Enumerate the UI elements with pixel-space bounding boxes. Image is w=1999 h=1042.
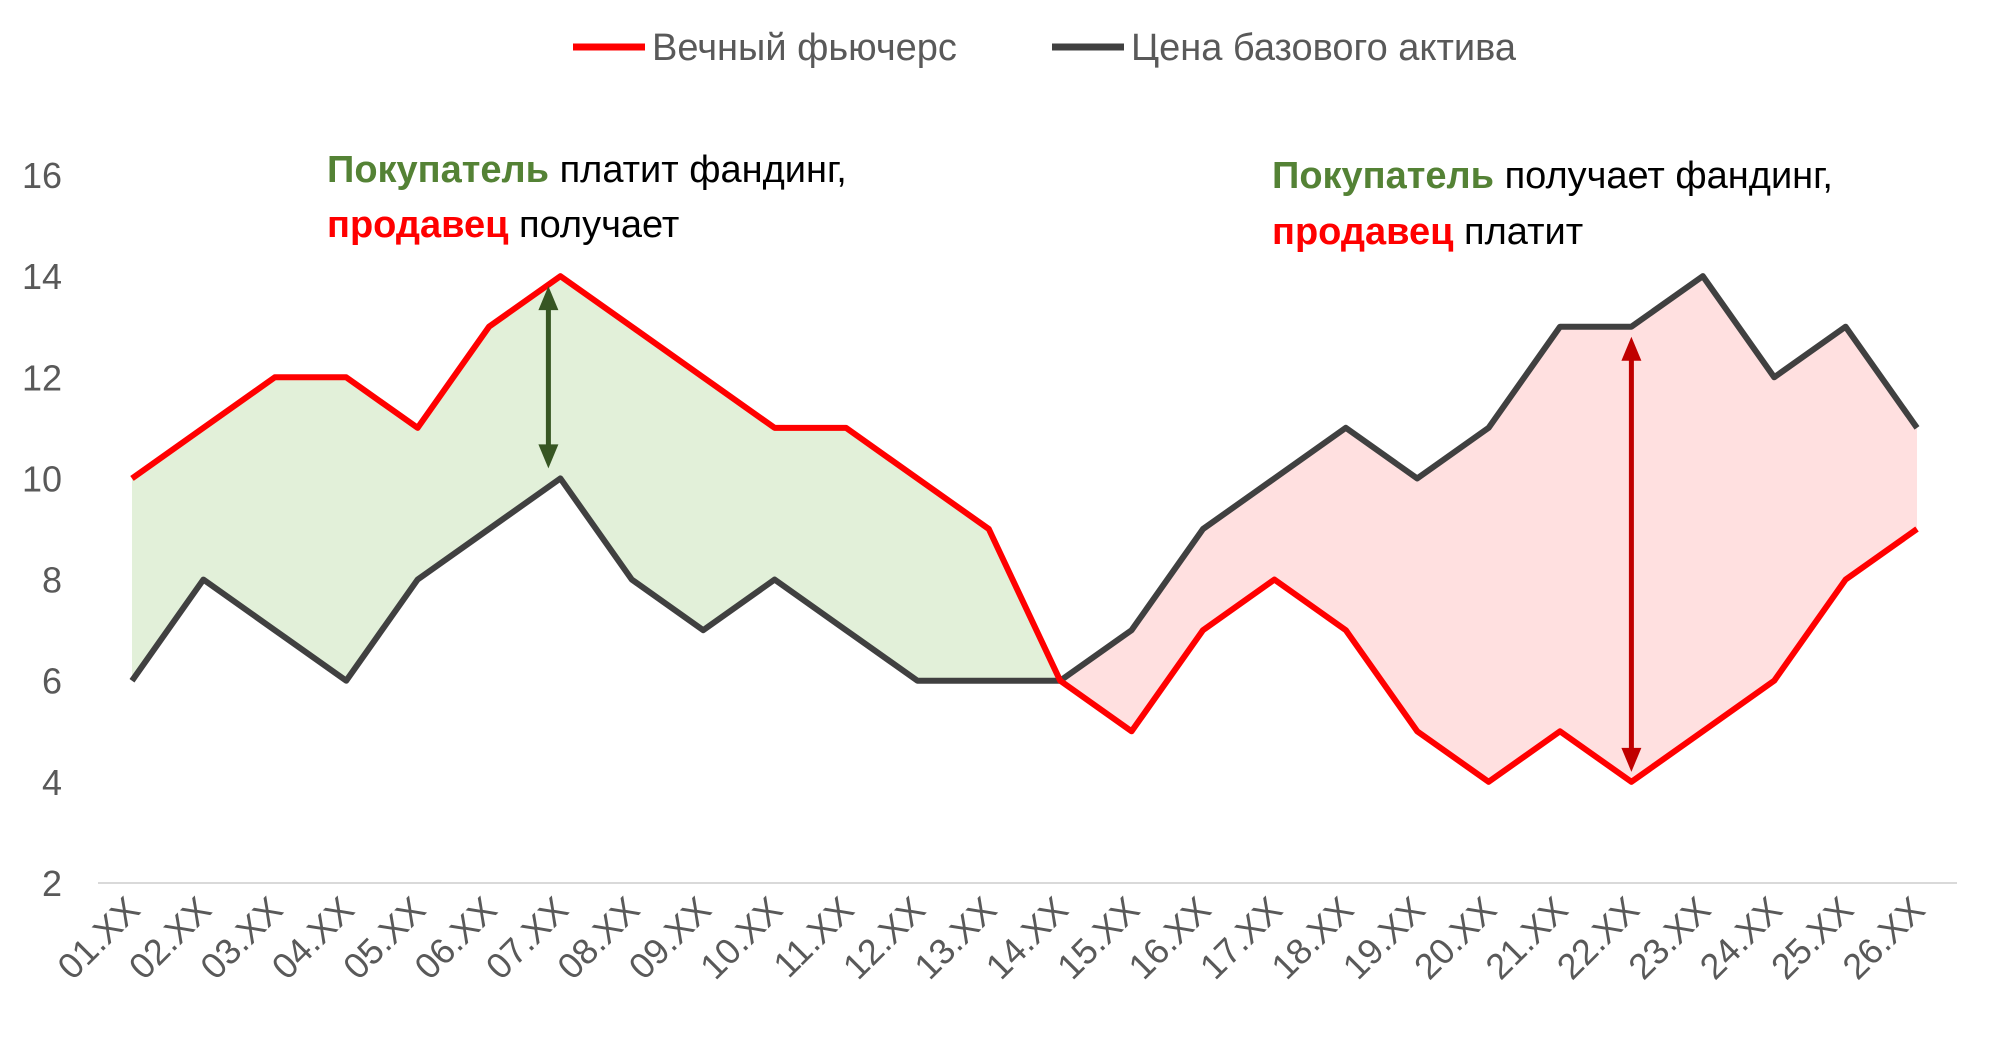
annotation-text: платит фандинг, — [549, 149, 847, 191]
y-tick-label: 12 — [22, 357, 62, 398]
svg-text:продавец получает: продавец получает — [327, 204, 679, 246]
annotation-text: платит — [1453, 211, 1583, 253]
y-tick-label: 16 — [22, 155, 62, 196]
x-tick-label: 10.XX — [692, 889, 790, 987]
x-tick-label: 20.XX — [1406, 889, 1504, 987]
y-tick-label: 14 — [22, 256, 62, 297]
annotation-buyer: Покупатель — [327, 149, 549, 191]
y-tick-label: 4 — [42, 762, 62, 803]
fill-area-negative — [1060, 276, 1917, 782]
annotation-buyer: Покупатель — [1272, 155, 1494, 197]
x-tick-label: 12.XX — [835, 889, 933, 987]
x-tick-label: 25.XX — [1763, 889, 1861, 987]
fill-area-positive — [132, 276, 1061, 681]
y-tick-label: 10 — [22, 458, 62, 499]
x-tick-label: 06.XX — [406, 889, 504, 987]
x-tick-label: 22.XX — [1549, 889, 1647, 987]
y-tick-label: 8 — [42, 560, 62, 601]
x-tick-label: 17.XX — [1192, 889, 1290, 987]
x-tick-label: 08.XX — [549, 889, 647, 987]
y-tick-label: 6 — [42, 661, 62, 702]
svg-text:продавец платит: продавец платит — [1272, 211, 1583, 253]
x-tick-label: 05.XX — [335, 889, 433, 987]
annotation-seller: продавец — [1272, 211, 1454, 253]
svg-text:Покупатель платит фандинг,: Покупатель платит фандинг, — [327, 149, 847, 191]
x-tick-label: 07.XX — [478, 889, 576, 987]
x-tick-label: 04.XX — [264, 889, 362, 987]
legend: Вечный фьючерс Цена базового актива — [573, 27, 1517, 69]
legend-label-spot: Цена базового актива — [1131, 27, 1517, 69]
x-tick-label: 18.XX — [1263, 889, 1361, 987]
annotation-seller: продавец — [327, 204, 509, 246]
x-tick-label: 02.XX — [121, 889, 219, 987]
x-tick-label: 16.XX — [1120, 889, 1218, 987]
spread-arrow — [538, 286, 559, 469]
x-tick-label: 01.XX — [49, 889, 147, 987]
x-tick-label: 19.XX — [1335, 889, 1433, 987]
x-tick-label: 15.XX — [1049, 889, 1147, 987]
legend-label-futures: Вечный фьючерс — [652, 27, 957, 69]
annotation-left: Покупатель платит фандинг, продавец полу… — [327, 149, 847, 246]
x-tick-label: 21.XX — [1477, 889, 1575, 987]
annotation-text: получает фандинг, — [1494, 155, 1833, 197]
y-tick-label: 2 — [42, 863, 62, 904]
x-tick-label: 23.XX — [1620, 889, 1718, 987]
series-line-spot — [129, 273, 1920, 684]
x-tick-label: 26.XX — [1834, 889, 1932, 987]
svg-text:Покупатель получает фандинг,: Покупатель получает фандинг, — [1272, 155, 1833, 197]
x-tick-label: 14.XX — [978, 889, 1076, 987]
spread-arrow — [1621, 336, 1642, 772]
series-line-futures — [130, 273, 1919, 785]
x-tick-label: 09.XX — [621, 889, 719, 987]
x-tick-label: 24.XX — [1692, 889, 1790, 987]
annotation-text: получает — [508, 204, 679, 246]
x-tick-label: 13.XX — [906, 889, 1004, 987]
x-tick-label: 03.XX — [192, 889, 290, 987]
annotation-right: Покупатель получает фандинг, продавец пл… — [1272, 155, 1833, 253]
